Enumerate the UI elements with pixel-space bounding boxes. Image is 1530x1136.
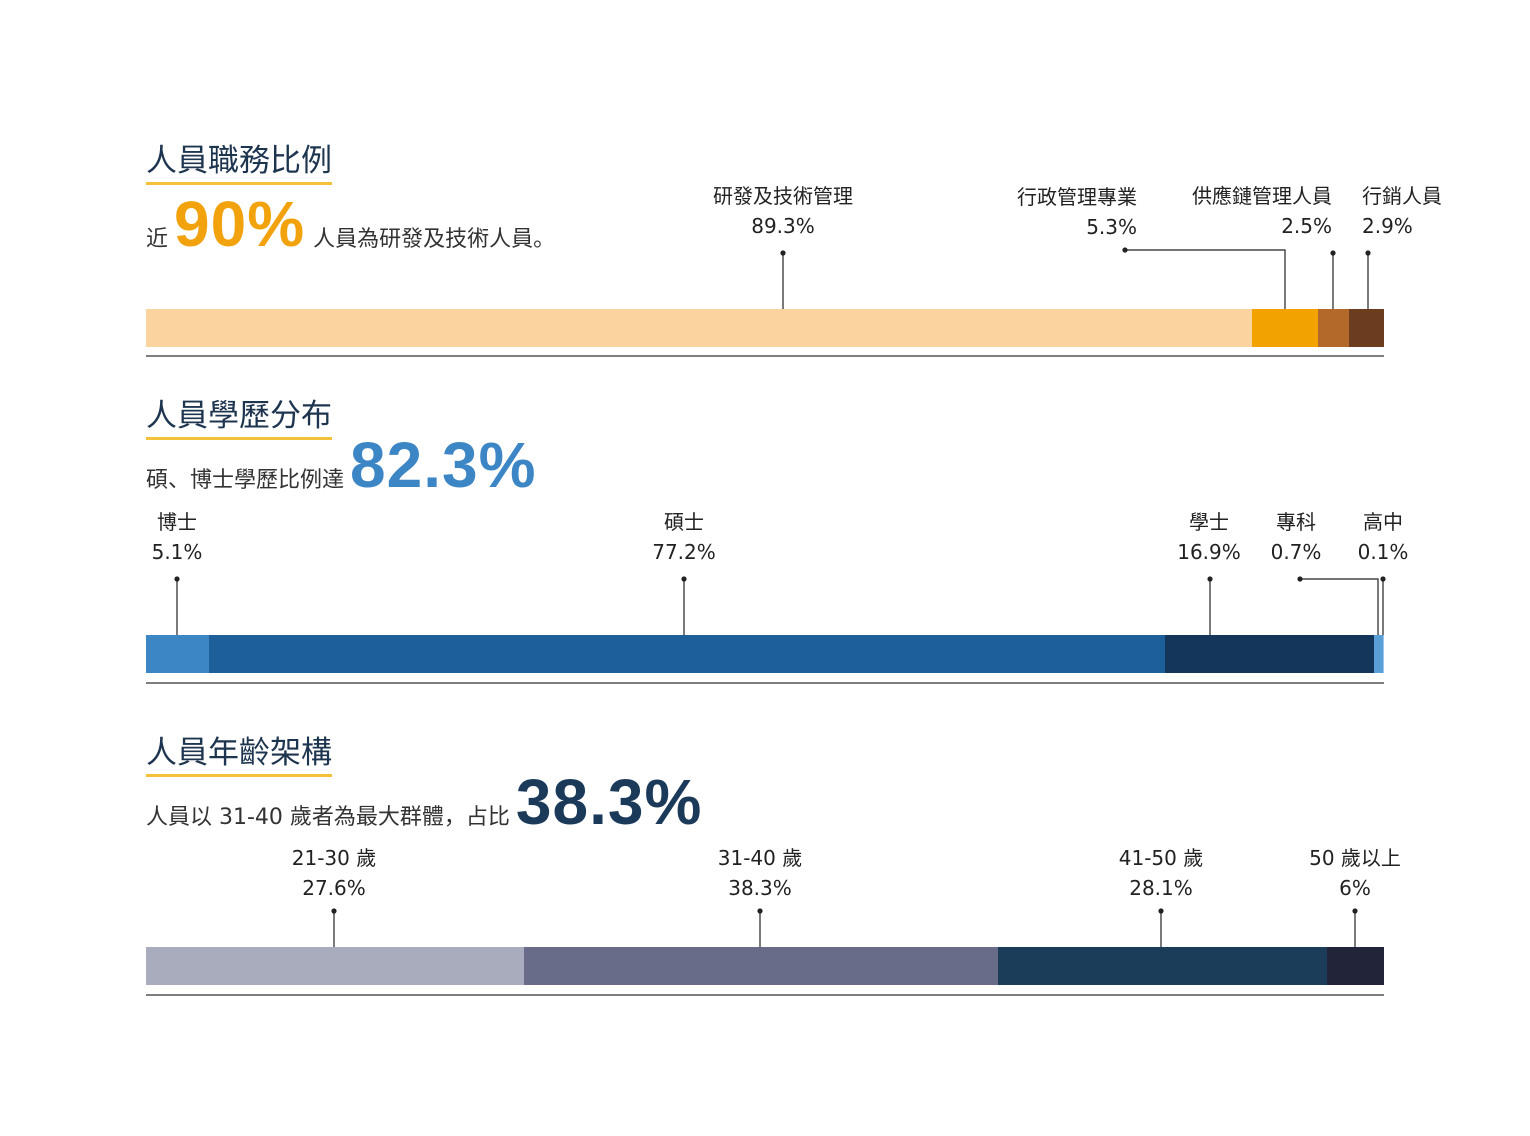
value-label: 0.7% xyxy=(1270,540,1322,564)
subtitle-prefix: 近 xyxy=(146,227,169,252)
bar-segment xyxy=(1383,635,1384,673)
category-label: 高中 xyxy=(1363,510,1403,534)
data-label: 專科 0.7% xyxy=(1271,507,1322,567)
bar-segment xyxy=(146,309,1252,347)
data-label: 21-30 歲 27.6% xyxy=(292,843,376,903)
category-label: 行銷人員 xyxy=(1362,184,1442,208)
section-title: 人員年齡架構 xyxy=(146,738,332,777)
value-label: 77.2% xyxy=(652,540,716,564)
category-label: 博士 xyxy=(157,510,197,534)
bar-segment xyxy=(1374,635,1383,673)
category-label: 21-30 歲 xyxy=(291,846,377,870)
value-label: 0.1% xyxy=(1357,540,1409,564)
bar-segment xyxy=(146,947,524,985)
bar-segment xyxy=(1349,309,1384,347)
subtitle-highlight: 90% xyxy=(174,188,306,260)
value-label: 2.5% xyxy=(1281,214,1332,238)
value-label: 28.1% xyxy=(1129,876,1193,900)
leader-lines xyxy=(174,576,1386,635)
subtitle-highlight: 82.3% xyxy=(350,429,537,501)
subtitle-highlight: 38.3% xyxy=(515,766,703,838)
category-label: 專科 xyxy=(1276,510,1316,534)
value-label: 16.9% xyxy=(1177,540,1241,564)
section-subtitle: 近 90% 人員為研發及技術人員。 xyxy=(146,192,555,256)
leader-line xyxy=(1125,249,1286,309)
data-label: 研發及技術管理 89.3% xyxy=(713,181,853,241)
section-subtitle: 人員以 31-40 歲者為最大群體，占比 38.3% xyxy=(146,770,702,834)
value-label: 38.3% xyxy=(728,876,792,900)
category-label: 50 歲以上 xyxy=(1309,846,1401,870)
category-label: 41-50 歲 xyxy=(1118,846,1204,870)
category-label: 學士 xyxy=(1188,510,1229,534)
data-label: 博士 5.1% xyxy=(152,507,203,567)
bar-segments-group xyxy=(146,635,1384,673)
category-label: 研發及技術管理 xyxy=(713,184,853,208)
data-label: 行銷人員 2.9% xyxy=(1362,181,1442,241)
category-label: 碩士 xyxy=(663,510,704,534)
data-label: 高中 0.1% xyxy=(1358,507,1409,567)
subtitle-prefix: 人員以 31-40 歲者為最大群體，占比 xyxy=(146,805,510,830)
leader-line xyxy=(1300,578,1379,635)
leader-lines xyxy=(780,247,1371,309)
value-label: 5.1% xyxy=(151,540,203,564)
value-label: 27.6% xyxy=(302,876,366,900)
data-label: 供應鏈管理人員 2.5% xyxy=(1192,181,1332,241)
value-label: 5.3% xyxy=(1086,215,1137,239)
data-label: 41-50 歲 28.1% xyxy=(1119,843,1203,903)
category-label: 行政管理專業 xyxy=(1017,185,1137,209)
value-label: 2.9% xyxy=(1362,214,1413,238)
bar-segment xyxy=(1165,635,1374,673)
subtitle-suffix: 人員為研發及技術人員。 xyxy=(313,227,556,252)
data-label: 行政管理專業 5.3% xyxy=(1017,182,1137,242)
bar-segment xyxy=(146,635,209,673)
bar-segments-group xyxy=(146,947,1384,985)
data-label: 31-40 歲 38.3% xyxy=(718,843,802,903)
bar-segment xyxy=(1318,309,1349,347)
data-label: 50 歲以上 6% xyxy=(1309,843,1401,903)
category-label: 31-40 歲 xyxy=(717,846,803,870)
bar-segment xyxy=(998,947,1327,985)
bar-segment xyxy=(1252,309,1318,347)
section-subtitle: 碩、博士學歷比例達 82.3% xyxy=(146,433,536,497)
bar-segment xyxy=(1327,947,1384,985)
section-title: 人員職務比例 xyxy=(146,146,332,185)
bar-segments-group xyxy=(146,309,1384,347)
value-label: 89.3% xyxy=(751,214,815,238)
category-label: 供應鏈管理人員 xyxy=(1192,184,1332,208)
bar-segment xyxy=(524,947,998,985)
leader-lines xyxy=(331,908,1358,947)
value-label: 6% xyxy=(1339,876,1371,900)
bar-segment xyxy=(209,635,1165,673)
subtitle-prefix: 碩、博士學歷比例達 xyxy=(146,468,345,493)
section-title: 人員學歷分布 xyxy=(146,401,332,440)
data-label: 學士 16.9% xyxy=(1177,507,1241,567)
data-label: 碩士 77.2% xyxy=(652,507,716,567)
